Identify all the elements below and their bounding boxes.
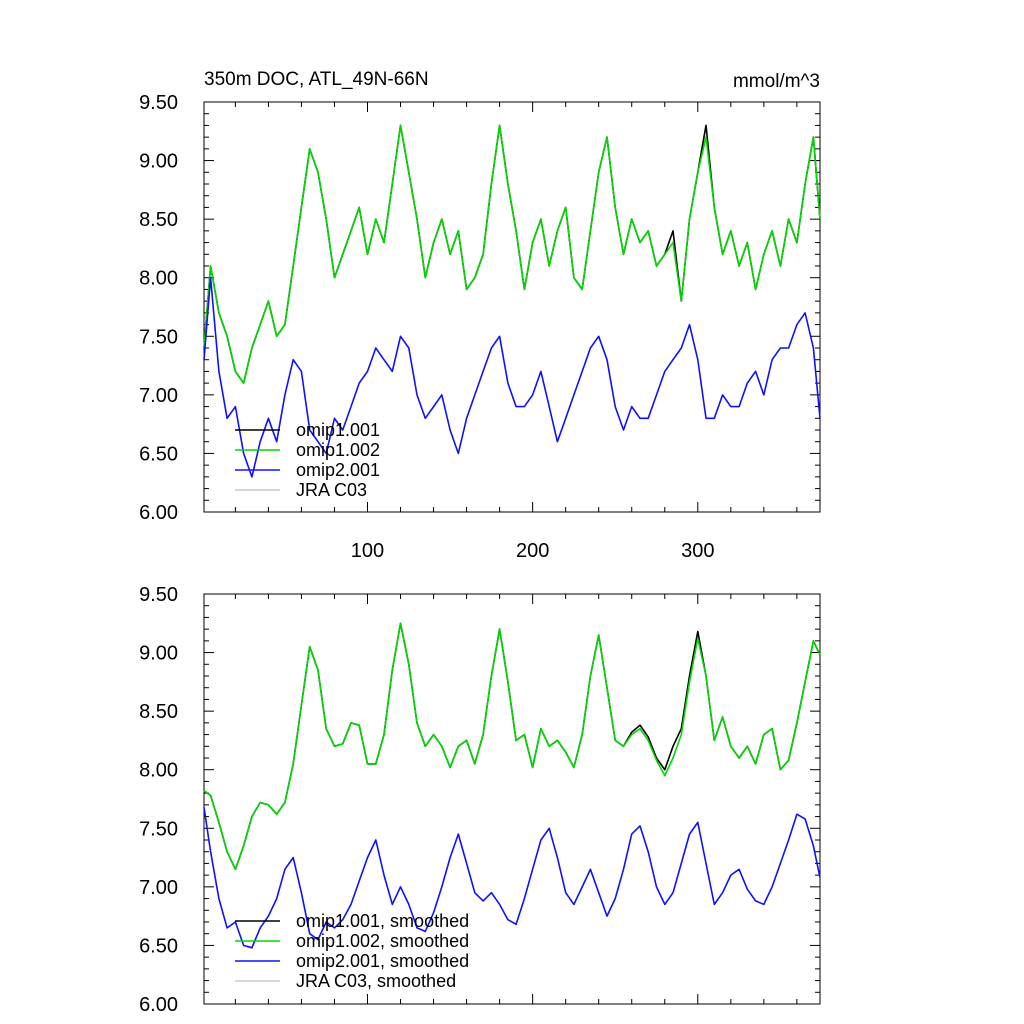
y-tick-label: 6.00 <box>139 994 178 1016</box>
legend-label: omip1.002 <box>296 440 380 460</box>
legend-label: omip1.001, smoothed <box>296 911 469 931</box>
y-tick-label: 9.50 <box>139 92 178 114</box>
axes-frame <box>203 101 821 513</box>
legend-label: omip1.001 <box>296 420 380 440</box>
x-tick-label: 200 <box>516 540 549 562</box>
y-tick-label: 8.00 <box>139 268 178 290</box>
legend-label: omip1.002, smoothed <box>296 931 469 951</box>
y-tick-label: 7.50 <box>139 326 178 348</box>
y-tick-label: 7.00 <box>139 385 178 407</box>
legend-label: JRA C03, smoothed <box>296 971 456 991</box>
legend-label: JRA C03 <box>296 480 367 500</box>
y-tick-label: 9.00 <box>139 151 178 173</box>
series-line-omip2-001-smoothed <box>203 807 821 949</box>
y-tick-label: 8.50 <box>139 701 178 723</box>
axes-frame <box>203 593 821 1005</box>
y-tick-label: 7.00 <box>139 877 178 899</box>
chart-title: 350m DOC, ATL_49N-66N <box>204 69 429 90</box>
series-line-omip2-001 <box>203 276 821 478</box>
y-tick-label: 8.50 <box>139 209 178 231</box>
y-tick-label: 9.50 <box>139 584 178 606</box>
y-tick-label: 7.50 <box>139 818 178 840</box>
panel-top: 350m DOC, ATL_49N-66N mmol/m^3 6.00 6.50 7… <box>139 69 821 562</box>
series-line-omip1-002 <box>203 124 821 384</box>
y-tick-label: 6.00 <box>139 502 178 524</box>
chart-units: mmol/m^3 <box>733 71 820 92</box>
series-line-omip1-002-smoothed <box>203 622 821 871</box>
legend-label: omip2.001, smoothed <box>296 951 469 971</box>
y-tick-label: 6.50 <box>139 935 178 957</box>
legend-label: omip2.001 <box>296 460 380 480</box>
x-tick-label: 300 <box>681 540 714 562</box>
y-tick-label: 6.50 <box>139 443 178 465</box>
y-tick-label: 9.00 <box>139 643 178 665</box>
x-tick-label: 100 <box>351 540 384 562</box>
y-tick-label: 8.00 <box>139 760 178 782</box>
panel-bottom: 6.00 6.50 7.00 7.50 8.00 8.50 9.00 9.50 omip1.00… <box>139 584 821 1016</box>
